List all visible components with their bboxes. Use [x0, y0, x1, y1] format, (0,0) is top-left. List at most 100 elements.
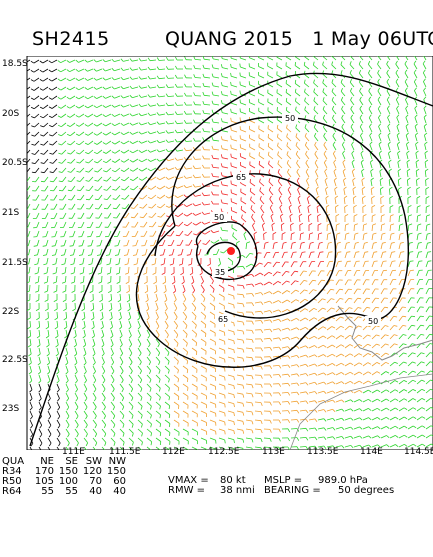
wind-barb	[75, 276, 76, 282]
wind-barb-flag	[22, 98, 25, 100]
wind-barb	[300, 447, 306, 448]
wind-barb-flag	[205, 255, 209, 256]
wind-barb-flag	[68, 200, 71, 201]
wind-barb-flag	[277, 262, 280, 263]
wind-barb	[273, 375, 279, 376]
wind-radii-table: QUA NE SE SW NW R34 170 150 120 150 R50 …	[2, 457, 15, 497]
wind-barb-flag	[303, 271, 306, 272]
wind-barb	[291, 429, 297, 430]
wind-barb-flag	[22, 117, 25, 118]
wind-barb-flag	[88, 246, 92, 247]
wind-barb	[345, 225, 346, 231]
wind-barb-flag	[240, 56, 241, 58]
storm-id: SH2415	[32, 28, 110, 50]
wind-barb-flag	[428, 261, 431, 262]
wind-barb-flag	[32, 181, 35, 182]
wind-barb-flag	[25, 237, 28, 238]
wind-barb-flag	[196, 352, 197, 356]
wind-barb-flag	[348, 289, 352, 290]
lon-label-114-5e: 114.5E	[404, 447, 433, 457]
wind-field-svg: 50 65 50 35 65 50	[0, 56, 433, 450]
wind-barb-flag	[259, 152, 260, 155]
rmw-label: RMW =	[168, 486, 205, 496]
wind-barb	[264, 348, 270, 349]
storm-center-marker	[227, 247, 235, 255]
storm-title: QUANG 2015 1 May 06UTC	[165, 28, 433, 50]
table-row-r64: R64 55 55 40 40	[2, 487, 15, 497]
wind-barb	[213, 177, 219, 178]
wind-barb-flag	[302, 252, 305, 253]
lat-label-18-5s: 18.5S	[2, 59, 28, 69]
wind-barb-flag	[61, 246, 64, 247]
lat-label-23s: 23S	[2, 404, 19, 414]
wind-barb-flag	[149, 226, 152, 227]
wind-barb-flag	[402, 307, 406, 308]
wind-barb-flag	[231, 154, 232, 157]
wind-barb	[204, 123, 210, 124]
wind-barb-flag	[392, 261, 395, 262]
wind-barb-flag	[178, 397, 179, 401]
wind-barb-flag	[240, 91, 241, 95]
wind-barb-flag	[295, 62, 296, 66]
bearing-value: 50 degrees	[338, 486, 394, 496]
wind-barb-flag	[231, 163, 232, 167]
wind-barb-flag	[50, 190, 54, 191]
contour-label-3: 50	[214, 213, 224, 222]
wind-barb	[255, 393, 261, 394]
storm-stats: VMAX = 80 kt MSLP = 989.0 hPa RMW = 38 n…	[168, 476, 433, 496]
wind-barb	[399, 216, 400, 222]
table-cell: R64	[2, 487, 22, 497]
bearing-label: BEARING =	[264, 486, 321, 496]
wind-barb-flag	[178, 405, 179, 409]
contour-label-4: 35	[215, 268, 225, 277]
wind-barb-flag	[225, 413, 226, 417]
wind-barb-flag	[231, 172, 232, 176]
wind-barb-flag	[429, 316, 432, 317]
lon-label-112e: 112E	[162, 447, 185, 457]
table-cell: 40	[104, 487, 126, 497]
wind-barb-flag	[22, 135, 25, 136]
table-cell: 40	[80, 487, 102, 497]
wind-barb-flag	[95, 209, 99, 210]
wind-barb	[291, 420, 297, 421]
wind-barb-flag	[205, 334, 206, 337]
wind-barb-flag	[160, 442, 161, 446]
wind-barb	[237, 285, 243, 286]
lon-label-114e: 114E	[360, 447, 383, 457]
wind-barb-flag	[22, 107, 25, 108]
wind-barb	[390, 189, 391, 195]
wind-barb	[168, 87, 174, 88]
wind-barb	[255, 321, 261, 322]
wind-barb	[159, 60, 165, 61]
stats-line-2: RMW = 38 nmi BEARING = 50 degrees	[168, 486, 433, 496]
wind-barb-flag	[225, 431, 226, 434]
wind-barb-flag	[70, 246, 74, 247]
wind-barb-flag	[41, 181, 44, 182]
wind-barb	[57, 312, 58, 318]
wind-barb	[282, 402, 288, 403]
lon-label-113e: 113E	[262, 447, 285, 457]
wind-map: 50 65 50 35 65 50	[0, 56, 433, 450]
wind-barb-flag	[79, 246, 83, 247]
wind-barb-flag	[268, 134, 269, 137]
wind-barb	[195, 69, 201, 70]
wind-barb	[204, 132, 210, 133]
wind-barb	[408, 216, 409, 222]
table-cell: 55	[32, 487, 54, 497]
wind-barb	[354, 225, 355, 231]
lat-label-21s: 21S	[2, 208, 19, 218]
wind-barb	[246, 339, 252, 340]
wind-barb	[84, 303, 85, 309]
contour-label-2: 65	[236, 173, 246, 182]
wind-barb-flag	[23, 144, 26, 145]
wind-barb	[138, 267, 139, 273]
lat-label-22s: 22S	[2, 307, 19, 317]
wind-barb-flag	[320, 252, 324, 253]
wind-barb	[264, 438, 270, 439]
wind-barb-flag	[401, 261, 405, 262]
contour-label-1: 50	[285, 114, 295, 123]
wind-barb-flag	[22, 80, 25, 82]
contour-label-6: 50	[368, 317, 378, 326]
wind-barb-flag	[77, 199, 80, 200]
wind-barb	[186, 141, 192, 142]
